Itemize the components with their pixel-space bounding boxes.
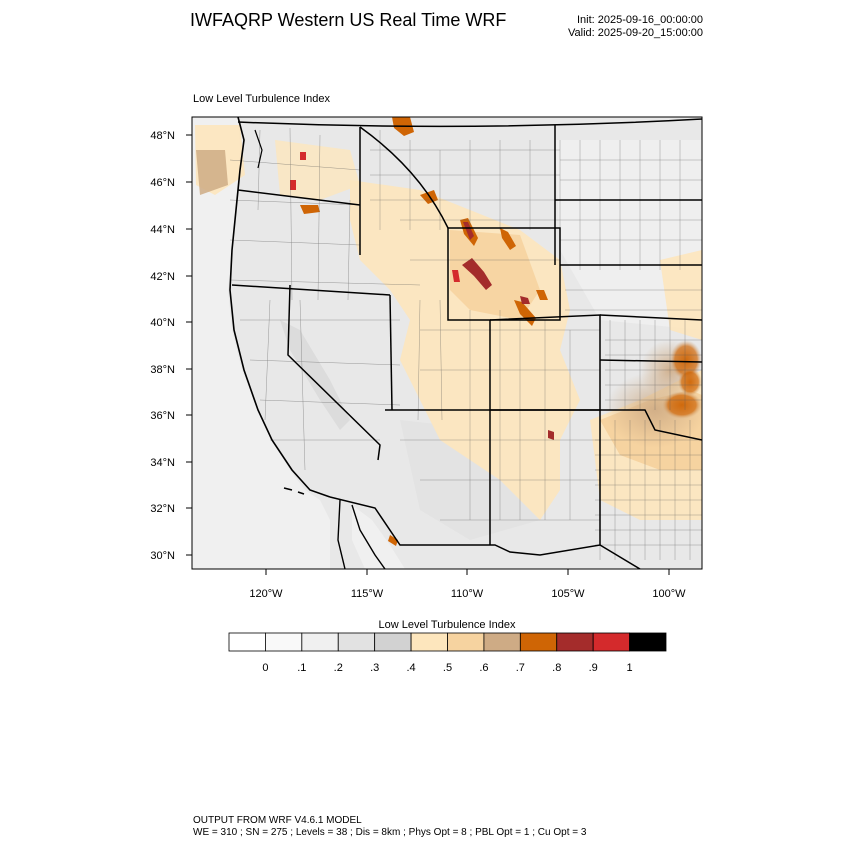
ridge-colorado — [520, 296, 530, 304]
colorbar — [228, 632, 667, 652]
colorbar-label: 1 — [627, 662, 633, 674]
lon-label-105: 105°W — [551, 588, 585, 600]
nevada-north — [231, 284, 391, 296]
ut-co-border — [447, 228, 491, 410]
index-0.5-kansas — [660, 250, 702, 340]
lat-label-42: 42°N — [150, 271, 175, 283]
channel-islands — [283, 487, 305, 495]
colorbar-label: .7 — [516, 662, 525, 674]
colorbar-label: .1 — [297, 662, 306, 674]
baja-coast — [337, 499, 386, 569]
map-frame — [191, 116, 703, 570]
ridge-washington-red — [300, 152, 306, 160]
state-borders — [231, 118, 702, 569]
run-times: Init: 2025-09-16_00:00:00 Valid: 2025-09… — [568, 14, 703, 40]
ne-ks-border — [599, 314, 702, 321]
ridge-sangre — [536, 290, 548, 300]
index-0.8-kansas-central — [678, 368, 702, 396]
colorbar-label: .4 — [406, 662, 415, 674]
colorbar-swatch — [337, 632, 376, 652]
colorbar-swatch — [483, 632, 521, 652]
index-0.5-cascades — [275, 140, 360, 200]
index-0.6-oregon-coast — [196, 150, 228, 195]
map-field — [192, 117, 702, 569]
latitude-labels: 30°N 32°N 34°N 36°N 38°N 40°N 42°N 44°N … — [150, 130, 175, 562]
dakotas-border — [555, 199, 702, 266]
colorbar-labels: 0 .1 .2 .3 .4 .5 .6 .7 .8 .9 1 — [262, 662, 632, 674]
lat-label-48: 48°N — [150, 130, 175, 142]
colorbar-swatch — [629, 632, 667, 652]
colorbar-label: 0 — [262, 662, 268, 674]
ks-ok-border — [599, 359, 702, 363]
latitude-axis — [186, 134, 192, 556]
wy-border — [448, 227, 561, 321]
map-subtitle: Low Level Turbulence Index — [193, 93, 330, 105]
puget-sound — [254, 129, 263, 169]
colorbar-label: .9 — [589, 662, 598, 674]
lon-label-100: 100°W — [652, 588, 686, 600]
lon-label-110: 110°W — [451, 588, 484, 600]
lat-label-36: 36°N — [150, 410, 175, 422]
colorbar-label: .6 — [479, 662, 488, 674]
index-0.6-wyoming — [450, 230, 540, 320]
colorbar-swatch — [447, 632, 485, 652]
lat-label-32: 32°N — [150, 503, 175, 515]
colorbar-label: .3 — [370, 662, 379, 674]
lat-label-46: 46°N — [150, 177, 175, 189]
longitude-axis — [265, 569, 670, 575]
ridge-new-mexico — [548, 430, 554, 440]
colorbar-swatch — [592, 632, 630, 652]
footer-model: OUTPUT FROM WRF V4.6.1 MODEL — [193, 815, 362, 826]
lat-label-30: 30°N — [150, 550, 175, 562]
colorbar-swatch — [228, 632, 266, 652]
lat-label-34: 34°N — [150, 457, 175, 469]
footer-config: WE = 310 ; SN = 275 ; Levels = 38 ; Dis … — [193, 827, 587, 838]
colorbar-swatch — [374, 632, 412, 652]
wa-or-border — [237, 189, 361, 206]
canada-border — [237, 118, 702, 128]
colorbar-title: Low Level Turbulence Index — [379, 619, 516, 631]
ridge-northern-idaho — [420, 190, 438, 204]
ridge-wyoming-red — [452, 270, 460, 282]
ridge-baja — [388, 535, 398, 546]
lon-label-115: 115°W — [351, 588, 384, 600]
lat-label-40: 40°N — [150, 317, 175, 329]
lon-label-120: 120°W — [249, 588, 283, 600]
ok-tx-border — [600, 409, 702, 441]
colorbar-label: .2 — [334, 662, 343, 674]
ut-nv-border — [389, 294, 393, 411]
ridge-oregon — [300, 205, 320, 214]
mexico-border — [329, 496, 641, 569]
ridge-bighorn-core — [463, 222, 474, 240]
colorbar-label: .8 — [552, 662, 561, 674]
ridge-wind-river — [462, 258, 492, 290]
pacific-ocean — [192, 117, 330, 569]
ridge-absaroka — [500, 228, 516, 250]
longitude-labels: 120°W 115°W 110°W 105°W 100°W — [249, 588, 686, 600]
lat-label-44: 44°N — [150, 224, 175, 236]
lat-label-38: 38°N — [150, 364, 175, 376]
ca-nv-border — [287, 284, 381, 461]
init-time: Init: 2025-09-16_00:00:00 — [577, 14, 703, 26]
colorbar-swatch — [556, 632, 594, 652]
mt-border — [359, 126, 449, 229]
model-footer: OUTPUT FROM WRF V4.6.1 MODEL WE = 310 ; … — [193, 815, 586, 839]
colorbar-swatch — [519, 632, 558, 652]
valid-time: Valid: 2025-09-20_15:00:00 — [568, 27, 703, 39]
colorbar-swatch — [410, 632, 448, 652]
ridge-cascades-red — [290, 180, 296, 190]
index-0.8-oklahoma-east — [662, 391, 702, 419]
figure-title: IWFAQRP Western US Real Time WRF — [190, 10, 507, 30]
colorbar-label: .5 — [443, 662, 452, 674]
gulf-of-california — [352, 505, 405, 569]
colorbar-swatch — [265, 632, 303, 652]
colorbar-swatch — [301, 632, 339, 652]
coastline — [229, 117, 331, 498]
